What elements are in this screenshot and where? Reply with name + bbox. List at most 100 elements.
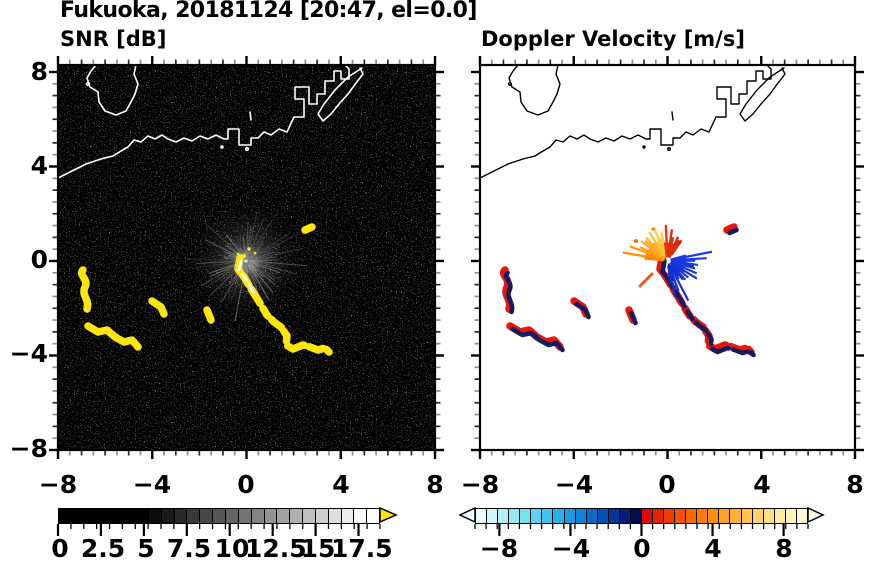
colorbar-cell [663,509,675,523]
x-tick-label: 0 [237,470,255,499]
colorbar-cell [96,509,110,523]
colorbar-cell [302,509,315,523]
colorbar-cell [629,509,641,523]
y-tick-label: 8 [30,57,48,86]
velocity-colorbar-label: 4 [704,534,722,563]
colorbar-cell [596,509,608,523]
colorbar-cell [585,509,597,523]
colorbar-cell [70,509,84,523]
colorbar-cell [83,509,97,523]
colorbar-cell [476,509,487,523]
snr-colorbar-ticks [56,524,381,536]
velocity-fan-orange [622,226,668,262]
colorbar-cell [563,509,575,523]
colorbar-cell [773,509,785,523]
snr-echo-cores [236,247,257,296]
y-tick-label: 0 [30,245,48,274]
y-tick-label: −4 [9,339,48,368]
colorbar-cell [186,509,200,523]
x-tick-label: −4 [132,470,172,499]
colorbar-cell [607,509,619,523]
y-tick-label: −8 [9,434,48,463]
colorbar-cell [795,509,807,523]
snr-colorbar-label: 0 [51,534,69,563]
velocity-colorbar-over-arrow [807,506,825,524]
velocity-colorbar [475,508,808,524]
snr-colorbar-label: 7.5 [166,534,212,563]
colorbar-cell [762,509,774,523]
snr-colorbar-label: 2.5 [80,534,126,563]
colorbar-cell [199,509,213,523]
colorbar-cell [135,509,148,523]
velocity-center-marks [634,227,666,288]
colorbar-cell [59,509,71,523]
snr-colorbar-label: 10 [214,534,250,563]
colorbar-cell [718,509,730,523]
snr-frame [56,63,437,452]
snr-panel [49,56,444,459]
x-tick-label: −8 [38,470,78,499]
x-tick-label: 4 [753,470,771,499]
colorbar-cell [366,509,380,523]
y-tick-label: 4 [30,151,48,180]
colorbar-cell [707,509,719,523]
x-tick-label: 8 [426,470,444,499]
colorbar-cell [674,509,686,523]
snr-panel-title: SNR [dB] [60,27,167,51]
colorbar-cell [276,509,290,523]
velocity-colorbar-ticks [474,524,809,536]
colorbar-cell [541,509,553,523]
colorbar-cell [289,509,303,523]
snr-colorbar-label: 17.5 [331,534,393,563]
velocity-plot-background [480,65,855,450]
x-tick-label: −4 [554,470,594,499]
colorbar-cell [519,509,531,523]
colorbar-cell [784,509,796,523]
snr-colorbar-over-arrow [379,506,398,524]
velocity-fan-blue [667,250,713,302]
colorbar-cell [263,509,277,523]
colorbar-cell [508,509,520,523]
snr-colorbar-label: 5 [137,534,155,563]
x-tick-label: −8 [460,470,500,499]
colorbar-cell [224,509,238,523]
colorbar-cell [109,509,123,523]
colorbar-cell [486,509,498,523]
colorbar-cell [696,509,708,523]
velocity-colorbar-label: 0 [633,534,651,563]
colorbar-cell [497,509,509,523]
snr-colorbar-label: 12.5 [245,534,307,563]
colorbar-cell [340,509,354,523]
colorbar-cell [640,509,652,523]
colorbar-cell [751,509,763,523]
colorbar-cell [250,509,264,523]
page-title: Fukuoka, 20181124 [20:47, el=0.0] [60,0,477,23]
colorbar-cell [652,509,664,523]
colorbar-cell [740,509,752,523]
colorbar-cell [618,509,630,523]
velocity-colorbar-label: −4 [551,534,591,563]
velocity-colorbar-label: −8 [479,534,519,563]
colorbar-cell [314,509,328,523]
x-tick-label: 8 [846,470,864,499]
velocity-panel-title: Doppler Velocity [m/s] [481,27,745,51]
x-tick-label: 4 [332,470,350,499]
velocity-colorbar-label: 8 [775,534,793,563]
colorbar-cell [552,509,564,523]
colorbar-cell [685,509,697,523]
snr-colorbar [58,508,380,524]
colorbar-cell [729,509,741,523]
colorbar-cell [530,509,542,523]
colorbar-cell [237,509,251,523]
colorbar-cell [122,509,136,523]
colorbar-cell [574,509,586,523]
colorbar-cell [173,509,187,523]
colorbar-cell [353,509,367,523]
colorbar-cell [327,509,341,523]
velocity-frame [478,63,857,452]
velocity-fan-red [663,224,683,259]
colorbar-cell [160,509,174,523]
x-tick-label: 0 [658,470,676,499]
velocity-panel [471,56,864,459]
